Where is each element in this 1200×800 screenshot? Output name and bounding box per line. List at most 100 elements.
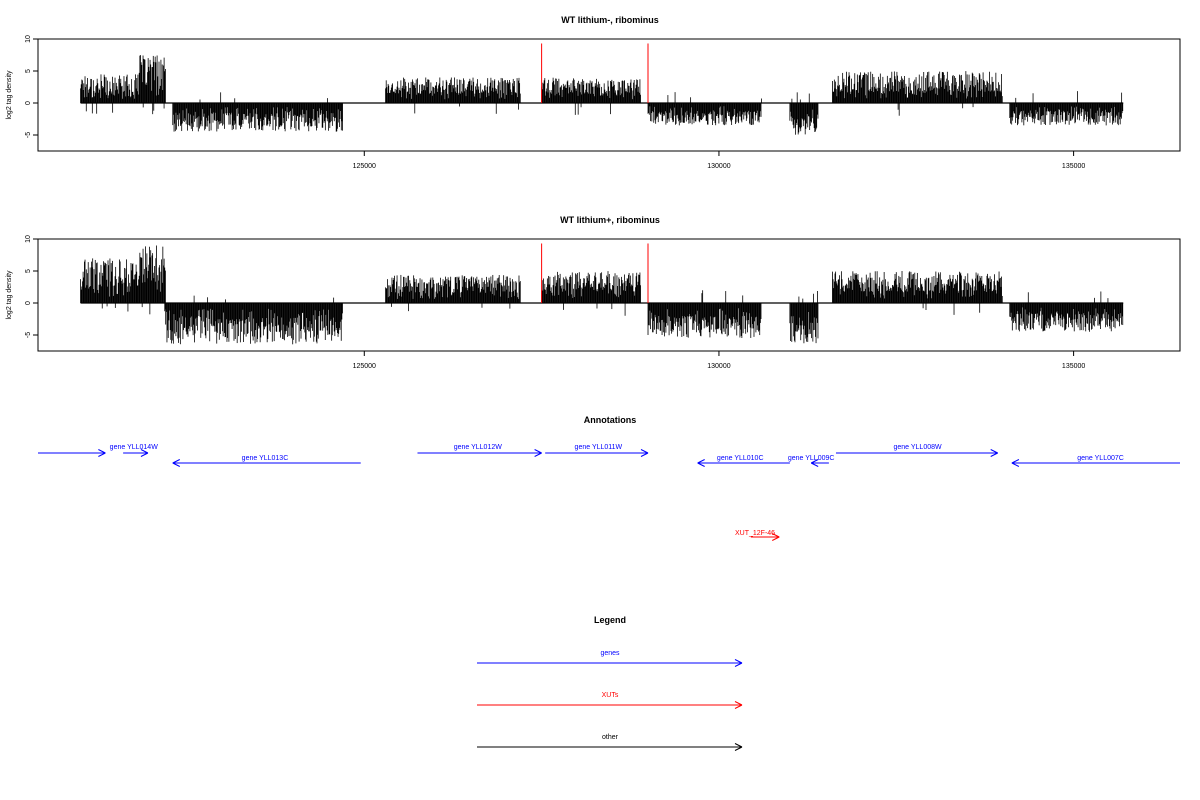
arrow-head (140, 452, 149, 457)
chart-title: WT lithium+, ribominus (560, 215, 660, 225)
legend-arrow: XUTs (477, 692, 743, 709)
gene-label: gene YLL010C (717, 455, 764, 462)
gene-arrow: gene YLL012W (417, 444, 542, 457)
signal-region (832, 71, 1003, 116)
gene-arrows: gene YLL014W gene YLL013C gene YLL012W gene… (38, 444, 1180, 467)
signal-region (1009, 91, 1124, 126)
legend-label: other (602, 734, 619, 741)
y-tick-label: 5 (25, 69, 32, 73)
arrow-head (1011, 462, 1020, 467)
signal-region (1009, 291, 1124, 332)
gene-arrow: gene YLL011W (545, 444, 649, 457)
arrow-head (697, 462, 705, 467)
arrow-head (1011, 459, 1020, 464)
arrow-head (98, 452, 106, 457)
arrow-head (990, 449, 998, 454)
arrow-head (734, 704, 743, 709)
y-tick-label: -5 (25, 332, 32, 338)
chart-panel-lithium-plus: WT lithium+, ribominus log2 tag density … (6, 215, 1181, 370)
y-tick-label: 10 (25, 235, 32, 243)
arrow-head (140, 449, 149, 454)
signal-bars (80, 55, 1124, 135)
signal-region (789, 290, 819, 344)
gene-label: gene YLL014W (110, 444, 159, 451)
gene-label: gene YLL009C (788, 455, 835, 462)
y-axis: -5 0 5 10 (25, 235, 39, 338)
x-tick-label: 125000 (353, 363, 376, 370)
signal-region (136, 245, 166, 315)
legend-title: Legend (594, 615, 626, 625)
gene-arrow: gene YLL007C (1011, 455, 1180, 467)
xut-arrows: XUT_12F-46 (735, 530, 780, 541)
arrow-head (640, 449, 649, 454)
y-tick-label: -5 (25, 132, 32, 138)
annotations-title: Annotations (584, 415, 637, 425)
signal-region (80, 258, 138, 312)
legend: Legend genes XUTs other (477, 615, 743, 751)
gene-arrow (123, 449, 149, 457)
signal-bars (80, 245, 1124, 345)
signal-region (385, 77, 521, 114)
y-tick-label: 5 (25, 269, 32, 273)
gene-label: gene YLL008W (893, 444, 942, 451)
y-tick-label: 0 (25, 101, 32, 105)
chart-title: WT lithium-, ribominus (561, 15, 659, 25)
gene-arrow: gene YLL014W (38, 444, 158, 457)
arrow-head (534, 452, 542, 457)
gene-label: gene YLL012W (454, 444, 503, 451)
arrow-head (810, 462, 819, 467)
arrow-head (98, 449, 106, 454)
signal-region (832, 271, 1003, 315)
arrow-head (734, 659, 743, 664)
signal-region (541, 271, 641, 316)
gene-arrow: gene YLL009C (788, 455, 835, 467)
x-tick-label: 125000 (353, 163, 376, 170)
signal-region (647, 290, 762, 339)
y-tick-label: 10 (25, 35, 32, 43)
signal-region (136, 55, 166, 115)
gene-label: gene YLL011W (575, 444, 623, 451)
arrow-head (534, 449, 542, 454)
x-axis: 125000 130000 135000 (353, 150, 1085, 170)
gene-arrow: gene YLL010C (697, 455, 790, 467)
signal-region (165, 295, 343, 345)
chart-panel-lithium-minus: WT lithium-, ribominus log2 tag density … (6, 15, 1181, 170)
legend-arrow: other (477, 734, 743, 751)
gene-label: gene YLL007C (1077, 455, 1124, 462)
arrow-head (772, 536, 780, 541)
signal-region (385, 274, 521, 312)
legend-items: genes XUTs other (477, 650, 743, 751)
arrow-head (640, 452, 649, 457)
position-markers (541, 43, 649, 103)
arrow-head (734, 701, 743, 706)
legend-label: XUTs (602, 692, 619, 699)
y-axis-label: log2 tag density (6, 270, 13, 320)
arrow-head (990, 452, 998, 457)
xut-label: XUT_12F-46 (735, 530, 775, 537)
arrow-head (697, 459, 705, 464)
gene-arrow: gene YLL008W (835, 444, 998, 457)
x-tick-label: 135000 (1062, 163, 1085, 170)
xut-arrow: XUT_12F-46 (735, 530, 780, 541)
y-axis-label: log2 tag density (6, 70, 13, 120)
position-markers (541, 243, 649, 303)
x-tick-label: 135000 (1062, 363, 1085, 370)
arrow-head (772, 533, 780, 538)
signal-region (647, 92, 762, 126)
signal-region (172, 92, 343, 132)
x-tick-label: 130000 (707, 163, 730, 170)
y-axis: -5 0 5 10 (25, 35, 39, 138)
arrow-head (734, 746, 743, 751)
legend-label: genes (600, 650, 620, 657)
x-axis: 125000 130000 135000 (353, 350, 1085, 370)
gene-arrow: gene YLL013C (172, 455, 361, 467)
signal-region (541, 77, 641, 115)
arrow-head (810, 459, 819, 464)
signal-region (789, 92, 819, 135)
x-tick-label: 130000 (707, 363, 730, 370)
arrow-head (172, 459, 180, 464)
y-tick-label: 0 (25, 301, 32, 305)
signal-region (80, 74, 138, 114)
